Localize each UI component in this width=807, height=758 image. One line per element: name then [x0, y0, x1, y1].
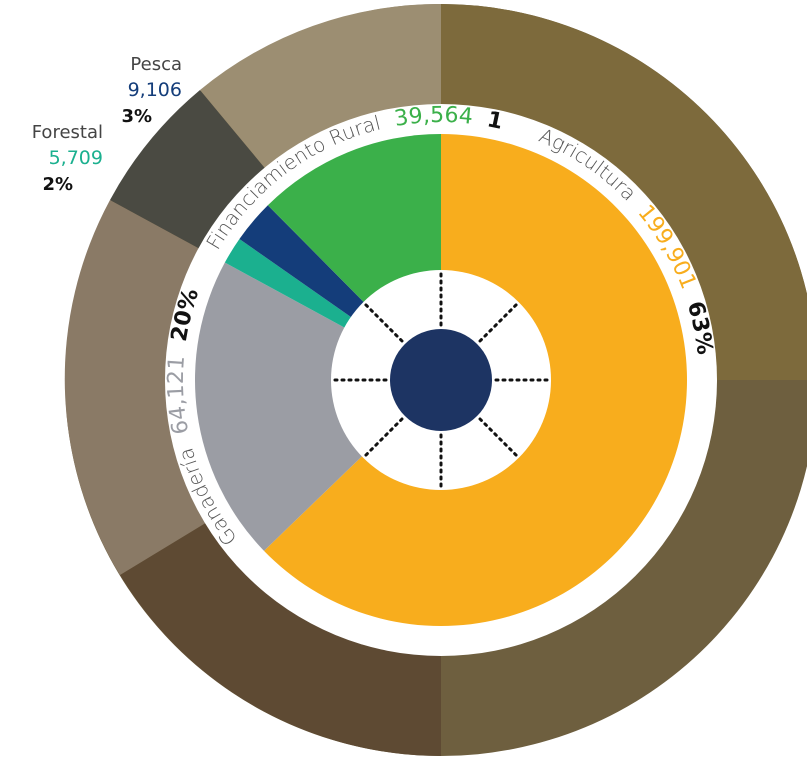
value-label: 5,709	[49, 147, 103, 169]
chart: Agricultura199,90163%Ganadería64,12120%F…	[0, 0, 807, 758]
category-label: Pesca	[130, 54, 182, 75]
value-label: 39,564	[393, 103, 474, 132]
percent-label: 2%	[42, 174, 73, 195]
value-label: 9,106	[128, 79, 182, 101]
category-label: Forestal	[32, 122, 103, 143]
percent-label: 3%	[121, 106, 152, 127]
center-hub	[331, 270, 551, 490]
